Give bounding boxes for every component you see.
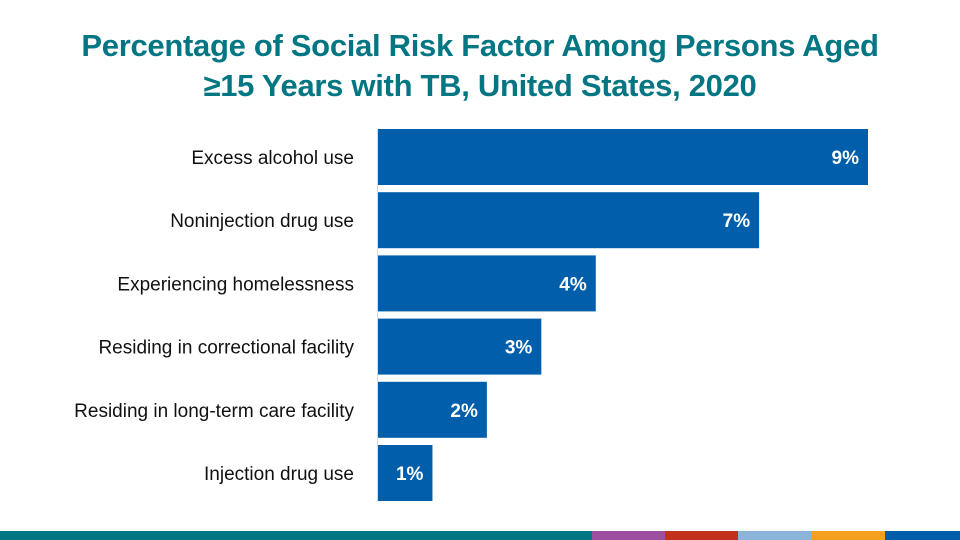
bar (378, 192, 760, 249)
bar (378, 381, 487, 438)
category-label: Injection drug use (204, 464, 354, 485)
category-label: Experiencing homelessness (117, 274, 354, 295)
footer-color-segment (811, 531, 885, 540)
data-label: 1% (396, 464, 424, 485)
data-label: 9% (832, 148, 860, 169)
bar (378, 318, 542, 375)
footer-color-segment (738, 531, 811, 540)
category-label: Residing in long-term care facility (74, 401, 354, 422)
chart-title-line-2: ≥15 Years with TB, United States, 2020 (203, 68, 757, 103)
footer-color-segment (665, 531, 738, 540)
chart-title: Percentage of Social Risk Factor Among P… (0, 26, 960, 106)
data-label: 7% (723, 211, 751, 232)
category-label: Excess alcohol use (191, 148, 354, 169)
bars-group: Excess alcohol use 9% Noninjection drug us… (74, 129, 868, 501)
bar (378, 255, 596, 312)
data-label: 3% (505, 338, 533, 359)
category-label: Residing in correctional facility (98, 338, 354, 359)
footer-color-segment (885, 531, 960, 540)
bar (378, 129, 868, 185)
chart-title-line-1: Percentage of Social Risk Factor Among P… (81, 28, 879, 63)
data-label: 4% (559, 274, 587, 295)
footer-color-bar (0, 531, 960, 540)
bar (378, 445, 433, 501)
data-label: 2% (450, 401, 478, 422)
footer-color-segment (592, 531, 665, 540)
footer-color-segment (0, 531, 592, 540)
category-label: Noninjection drug use (170, 211, 354, 232)
